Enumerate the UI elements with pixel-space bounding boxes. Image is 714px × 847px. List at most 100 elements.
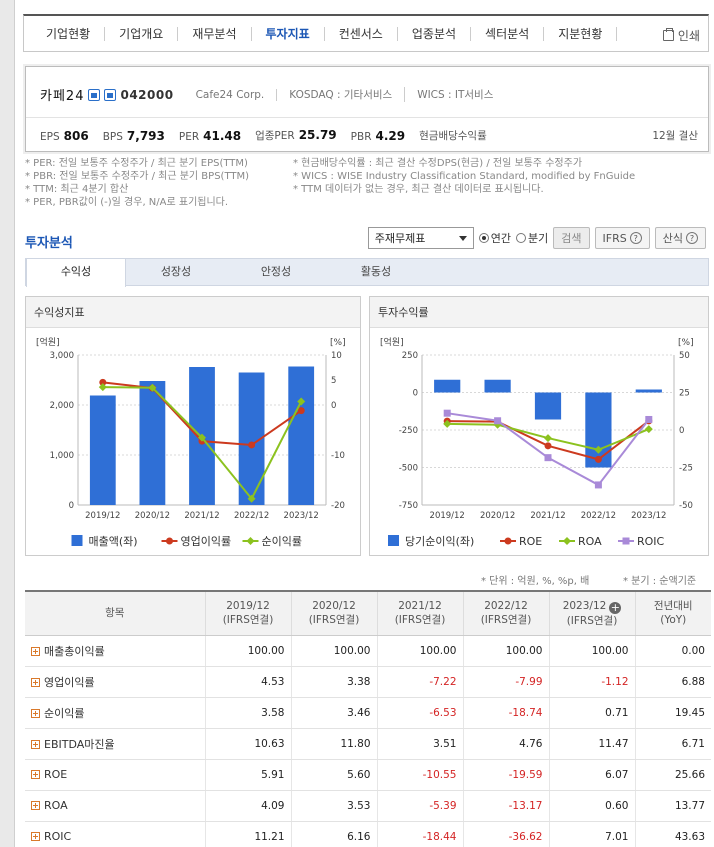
bar (89, 395, 116, 505)
data-point (248, 441, 256, 449)
header-col: 2019/12 (IFRS연결) (204, 590, 291, 636)
wics-info: WICS : IT서비스 (417, 89, 494, 101)
x-tick-label: 2023/12 (284, 511, 319, 521)
row-label-cell[interactable]: ROE (25, 759, 205, 791)
table-cell: 6.88 (634, 666, 711, 698)
expand-row-icon[interactable] (31, 646, 40, 656)
expand-row-icon[interactable] (31, 801, 40, 810)
legend-item: ROIC (618, 535, 665, 548)
stat-dividend-yield: 현금배당수익률 (419, 130, 487, 142)
radio-annual[interactable]: 연간 (478, 230, 511, 246)
subtab-activity[interactable]: 활동성 (360, 265, 392, 278)
statement-select[interactable]: 주재무제표 (367, 227, 474, 249)
y2-tick-label: -20 (331, 501, 345, 511)
data-point (544, 454, 552, 462)
table-cell: 11.47 (548, 728, 635, 760)
y2-tick-label: -10 (331, 451, 345, 461)
x-tick-label: 2022/12 (581, 511, 616, 521)
expand-columns-icon[interactable]: + (609, 600, 622, 614)
return-chart: [억원] [%]-750-500-2500250-50-25025502019/1… (380, 336, 694, 548)
table-cell: -1.12 (548, 666, 635, 698)
tab-industry-analysis[interactable]: 업종분석 (398, 26, 472, 41)
expand-row-icon[interactable] (31, 770, 40, 779)
radio-quarter-dot[interactable] (516, 233, 527, 243)
formula-help-button[interactable]: 산식 ? (654, 227, 706, 249)
data-point (594, 455, 602, 463)
row-label-cell[interactable]: 순이익률 (25, 697, 205, 729)
table-cell: 100.00 (548, 635, 635, 667)
data-point (443, 419, 452, 428)
indicator-table: 항목 2019/12 (IFRS연결) 2020/12 (IFRS연결) 2021/… (25, 590, 711, 847)
tab-overview[interactable]: 기업현황 (32, 26, 106, 41)
market-info: KOSDAQ : 기타서비스 (289, 87, 406, 102)
table-cell: 10.63 (204, 728, 291, 760)
table-cell: 6.71 (634, 728, 711, 760)
tab-investment-indicators[interactable]: 투자지표 (252, 26, 325, 41)
building-icon[interactable] (104, 88, 117, 101)
home-icon[interactable] (88, 88, 101, 101)
row-label-cell[interactable]: ROA (25, 790, 205, 822)
table-row: 순이익률 3.58 3.46 -6.53 -18.74 0.71 19.45 (25, 697, 711, 729)
data-point (544, 442, 552, 450)
bar (534, 392, 562, 420)
radio-quarter[interactable]: 분기 (516, 230, 548, 246)
row-label-cell[interactable]: EBITDA마진율 (25, 728, 205, 760)
data-point (198, 433, 206, 442)
x-tick-label: 2019/12 (85, 511, 120, 521)
tab-financial-analysis[interactable]: 재무분석 (178, 26, 252, 41)
print-button[interactable]: 인쇄 (662, 27, 700, 44)
row-label-cell[interactable]: ROIC (25, 821, 205, 847)
bar (288, 366, 315, 505)
legend-marker (622, 537, 630, 545)
tab-company-profile[interactable]: 기업개요 (105, 26, 179, 41)
expand-row-icon[interactable] (31, 708, 40, 718)
data-point (148, 383, 157, 392)
header-col: 2020/12 (IFRS연결) (290, 590, 377, 636)
table-cell: -5.39 (376, 790, 463, 822)
data-point (247, 494, 256, 503)
subtab-profitability[interactable]: 수익성 (26, 258, 126, 287)
unit-note: * 단위 : 억원, %, %p, 배 (481, 576, 590, 587)
section-title: 투자분석 (25, 236, 73, 251)
profitability-chart: [억원] [%] 0 1,000 2,000 3,000 -20 -10 0 5 10 2019/12… (36, 336, 346, 548)
subtab-growth[interactable]: 성장성 (160, 265, 192, 278)
y2-tick-label: 0 (331, 401, 336, 411)
legend-item: 매출액(좌) (71, 535, 138, 548)
legend-label: 당기순이익(좌) (405, 535, 474, 548)
table-cell: -13.17 (462, 790, 549, 822)
top-navigation: 기업현황 기업개요 재무분석 투자지표 컨센서스 업종분석 섹터분석 지분현황 … (23, 14, 709, 52)
tab-shareholding[interactable]: 지분현황 (544, 26, 618, 41)
table-cell: 4.76 (462, 728, 549, 760)
expand-row-icon[interactable] (31, 739, 40, 749)
expand-row-icon[interactable] (31, 677, 40, 687)
data-point (544, 434, 552, 443)
table-cell: 0.71 (548, 697, 635, 729)
row-label-cell[interactable]: 매출총이익률 (25, 635, 205, 667)
table-cell: 4.09 (204, 790, 291, 822)
table-cell: -6.53 (376, 697, 463, 729)
search-button[interactable]: 검색 (553, 227, 590, 249)
y-tick-label: -750 (399, 501, 418, 511)
legend-marker (246, 537, 255, 545)
expand-row-icon[interactable] (31, 832, 40, 841)
ifrs-label: IFRS (602, 231, 627, 245)
tab-consensus[interactable]: 컨센서스 (325, 26, 398, 41)
table-cell: -19.59 (462, 759, 549, 791)
row-label-cell[interactable]: 영업이익률 (25, 666, 205, 698)
y2-tick-label: 0 (679, 426, 684, 436)
ifrs-help-button[interactable]: IFRS ? (594, 227, 650, 249)
legend-label: ROE (519, 535, 542, 548)
statement-select-value: 주재무제표 (374, 232, 426, 245)
tab-sector-analysis[interactable]: 섹터분석 (471, 26, 545, 41)
y-tick-label: 0 (413, 389, 418, 399)
y-tick-label: 1,000 (50, 451, 74, 461)
radio-annual-dot[interactable] (478, 233, 489, 243)
y-tick-label: -250 (399, 426, 418, 436)
note-line: * 현금배당수익률 : 최근 결산 수정DPS(현금) / 전일 보통주 수정주… (293, 158, 583, 169)
left-unit-label: [억원] (380, 336, 404, 348)
english-name: Cafe24 Corp. (196, 88, 278, 101)
table-cell: 5.60 (290, 759, 377, 791)
settlement-month: 12월 결산 (652, 130, 698, 142)
data-point (594, 481, 602, 489)
subtab-stability[interactable]: 안정성 (260, 265, 292, 278)
